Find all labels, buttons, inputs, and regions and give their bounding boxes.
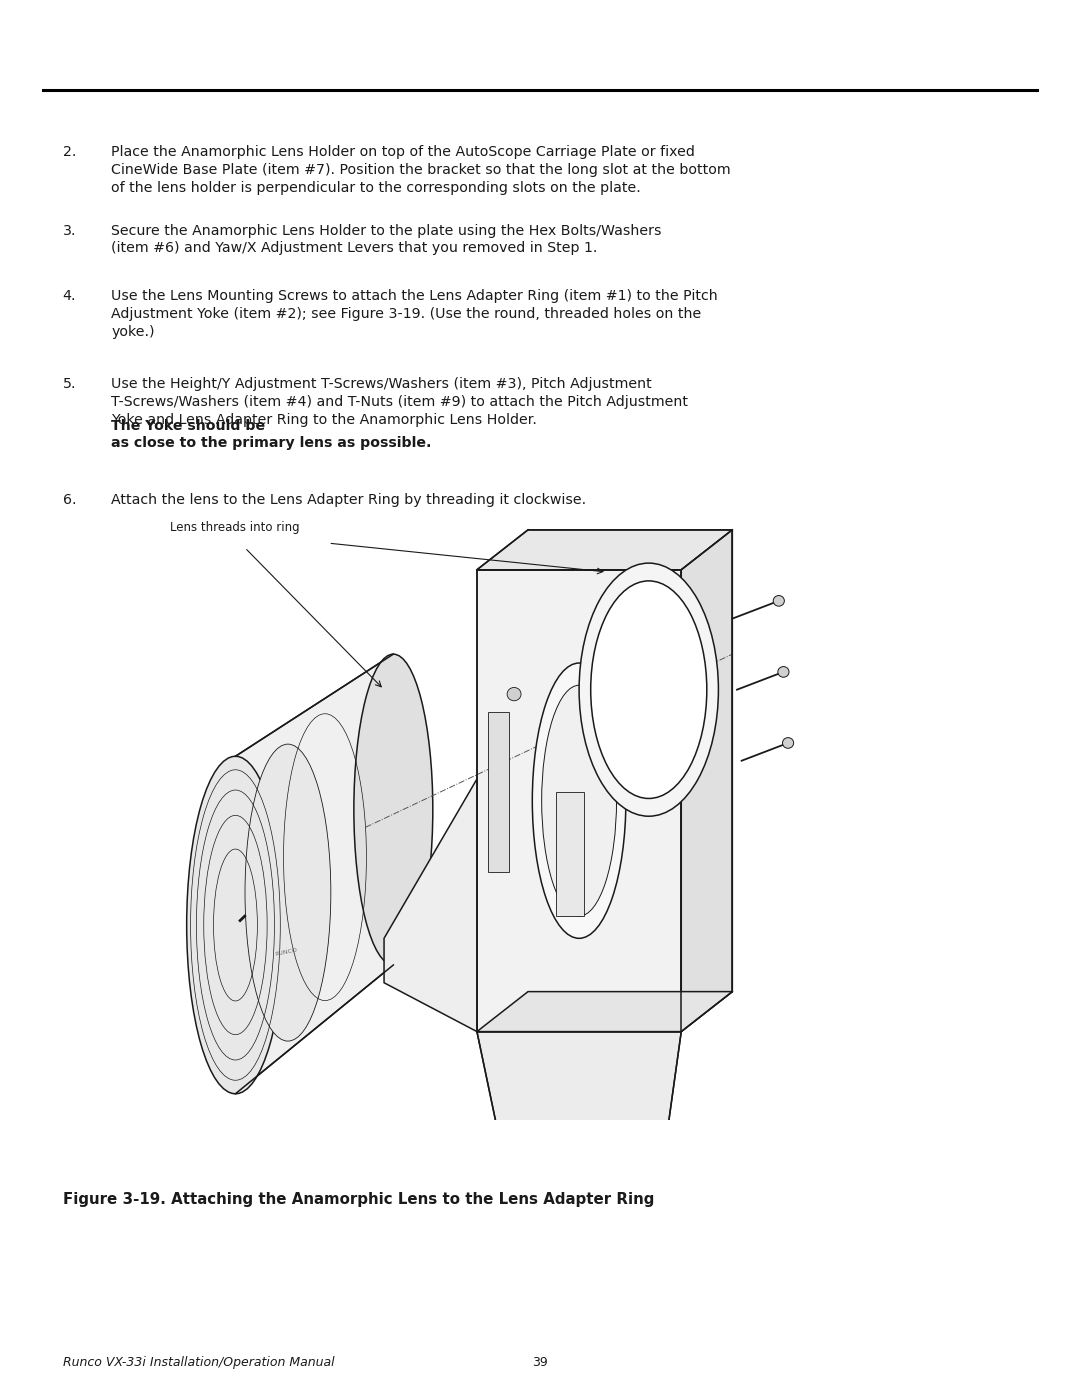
- Text: 5.: 5.: [63, 377, 76, 391]
- Ellipse shape: [354, 654, 433, 965]
- Text: The Yoke should be
as close to the primary lens as possible.: The Yoke should be as close to the prima…: [111, 419, 432, 450]
- Polygon shape: [235, 654, 393, 1094]
- Text: 4.: 4.: [63, 289, 76, 303]
- Ellipse shape: [591, 581, 706, 799]
- Polygon shape: [477, 992, 732, 1031]
- Polygon shape: [477, 529, 732, 570]
- Text: RUNCO: RUNCO: [274, 947, 298, 957]
- Ellipse shape: [783, 738, 794, 749]
- Text: 6.: 6.: [63, 493, 76, 507]
- Ellipse shape: [773, 595, 784, 606]
- Polygon shape: [477, 1031, 681, 1165]
- Ellipse shape: [508, 687, 521, 701]
- Polygon shape: [556, 792, 583, 916]
- Polygon shape: [681, 529, 732, 1031]
- Text: 39: 39: [532, 1356, 548, 1369]
- Text: Attach the lens to the Lens Adapter Ring by threading it clockwise.: Attach the lens to the Lens Adapter Ring…: [111, 493, 586, 507]
- Text: Figure 3-19. Attaching the Anamorphic Lens to the Lens Adapter Ring: Figure 3-19. Attaching the Anamorphic Le…: [63, 1192, 654, 1207]
- Polygon shape: [384, 780, 477, 1031]
- Ellipse shape: [532, 664, 626, 939]
- Text: Use the Lens Mounting Screws to attach the Lens Adapter Ring (item #1) to the Pi: Use the Lens Mounting Screws to attach t…: [111, 289, 718, 339]
- Polygon shape: [488, 712, 509, 872]
- Ellipse shape: [542, 685, 617, 916]
- Text: 3.: 3.: [63, 224, 76, 237]
- Polygon shape: [477, 570, 681, 1031]
- Ellipse shape: [778, 666, 789, 678]
- Ellipse shape: [245, 745, 330, 1041]
- Text: 2.: 2.: [63, 145, 76, 159]
- Ellipse shape: [187, 756, 284, 1094]
- Text: Lens threads into ring: Lens threads into ring: [171, 521, 300, 534]
- Text: Use the Height/Y Adjustment T-Screws/Washers (item #3), Pitch Adjustment
T-Screw: Use the Height/Y Adjustment T-Screws/Was…: [111, 377, 688, 427]
- Text: Place the Anamorphic Lens Holder on top of the AutoScope Carriage Plate or fixed: Place the Anamorphic Lens Holder on top …: [111, 145, 731, 196]
- Text: Runco VX-33i Installation/Operation Manual: Runco VX-33i Installation/Operation Manu…: [63, 1356, 335, 1369]
- Text: Secure the Anamorphic Lens Holder to the plate using the Hex Bolts/Washers
(item: Secure the Anamorphic Lens Holder to the…: [111, 224, 662, 256]
- Ellipse shape: [579, 563, 718, 816]
